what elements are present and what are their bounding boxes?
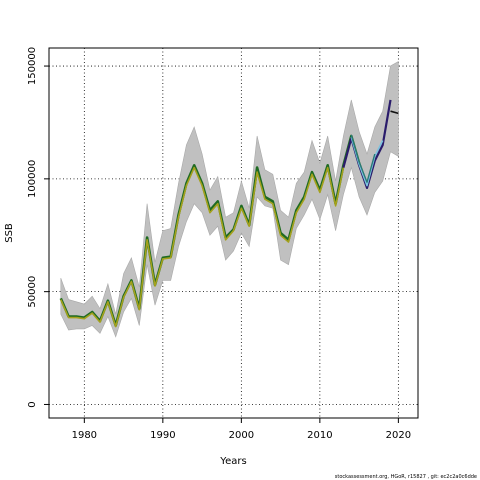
plot-frame	[48, 47, 419, 419]
grid-lines	[49, 48, 418, 418]
x-axis: 1980 1990 2000 2010 2020	[72, 418, 411, 441]
confidence-band	[60, 60, 399, 338]
y-tick-label: 150000	[27, 47, 38, 85]
y-axis: 0 50000 100000 150000	[27, 47, 49, 408]
series-line-main-olive	[60, 137, 368, 328]
y-axis-title: SSB	[4, 223, 15, 243]
series-line-retro-teal	[350, 134, 376, 183]
series-lines	[59, 99, 399, 328]
y-tick-label: 50000	[27, 276, 38, 308]
x-tick-label: 2020	[386, 430, 411, 441]
x-tick-label: 1980	[72, 430, 97, 441]
x-tick-label: 2010	[307, 430, 332, 441]
x-tick-label: 2000	[229, 430, 254, 441]
confidence-band-area	[60, 60, 399, 338]
series-line-final-dark	[390, 110, 399, 115]
y-tick-label: 100000	[27, 160, 38, 198]
y-tick-label: 0	[27, 401, 38, 407]
footer-credit: stockassessment.org, HGoR, r15827 , git:…	[335, 474, 477, 480]
x-tick-label: 1990	[150, 430, 175, 441]
x-axis-title: Years	[219, 456, 246, 467]
